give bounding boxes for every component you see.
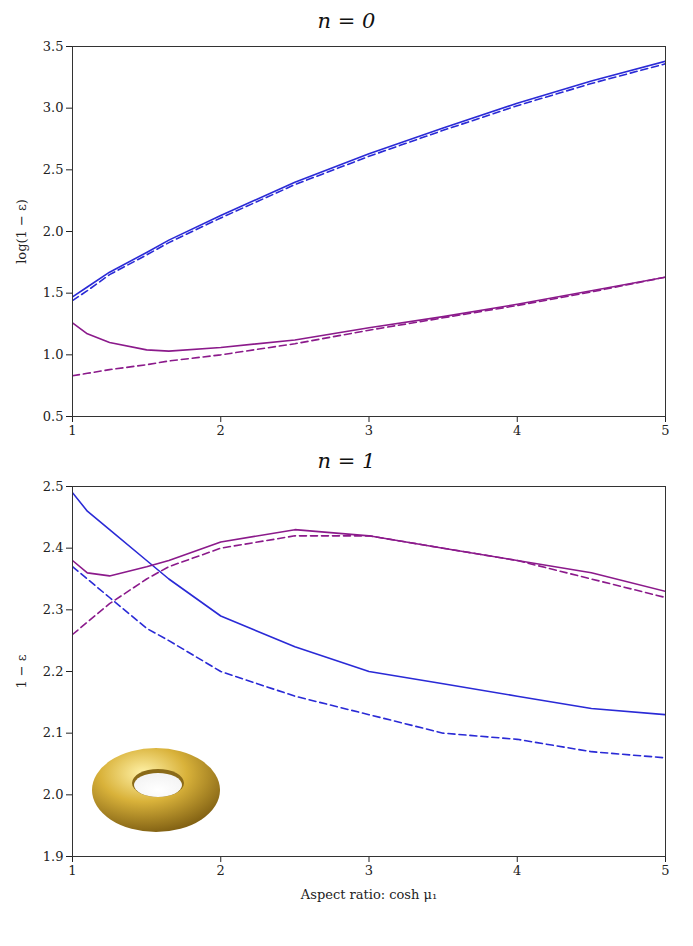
svg-text:2: 2 <box>217 423 225 438</box>
svg-text:3: 3 <box>365 863 373 878</box>
svg-text:2.3: 2.3 <box>43 602 64 617</box>
svg-text:3.0: 3.0 <box>43 100 64 115</box>
svg-text:5: 5 <box>661 863 669 878</box>
svg-text:log(1 − ε): log(1 − ε) <box>14 199 29 264</box>
svg-text:3.5: 3.5 <box>43 39 64 54</box>
html-text:n = 0: n = 0 <box>317 9 376 33</box>
svg-text:2.2: 2.2 <box>43 664 64 679</box>
svg-text:5: 5 <box>661 423 669 438</box>
svg-text:0.5: 0.5 <box>43 409 64 424</box>
svg-text:1.5: 1.5 <box>43 285 64 300</box>
svg-text:2.0: 2.0 <box>43 224 64 239</box>
svg-text:2.5: 2.5 <box>43 479 64 494</box>
svg-text:1.0: 1.0 <box>43 347 64 362</box>
svg-text:1.9: 1.9 <box>43 849 64 864</box>
html-text:n = 1: n = 1 <box>317 449 376 473</box>
svg-text:2.0: 2.0 <box>43 787 64 802</box>
svg-text:2: 2 <box>217 863 225 878</box>
svg-text:2.1: 2.1 <box>43 725 64 740</box>
svg-text:1: 1 <box>68 423 76 438</box>
svg-text:2.5: 2.5 <box>43 162 64 177</box>
svg-text:4: 4 <box>513 423 521 438</box>
svg-text:3: 3 <box>365 423 373 438</box>
svg-text:1 − ε: 1 − ε <box>14 654 29 688</box>
svg-text:Aspect ratio: cosh μ₁: Aspect ratio: cosh μ₁ <box>300 887 437 902</box>
svg-text:1: 1 <box>68 863 76 878</box>
svg-text:4: 4 <box>513 863 521 878</box>
svg-text:2.4: 2.4 <box>43 540 64 555</box>
